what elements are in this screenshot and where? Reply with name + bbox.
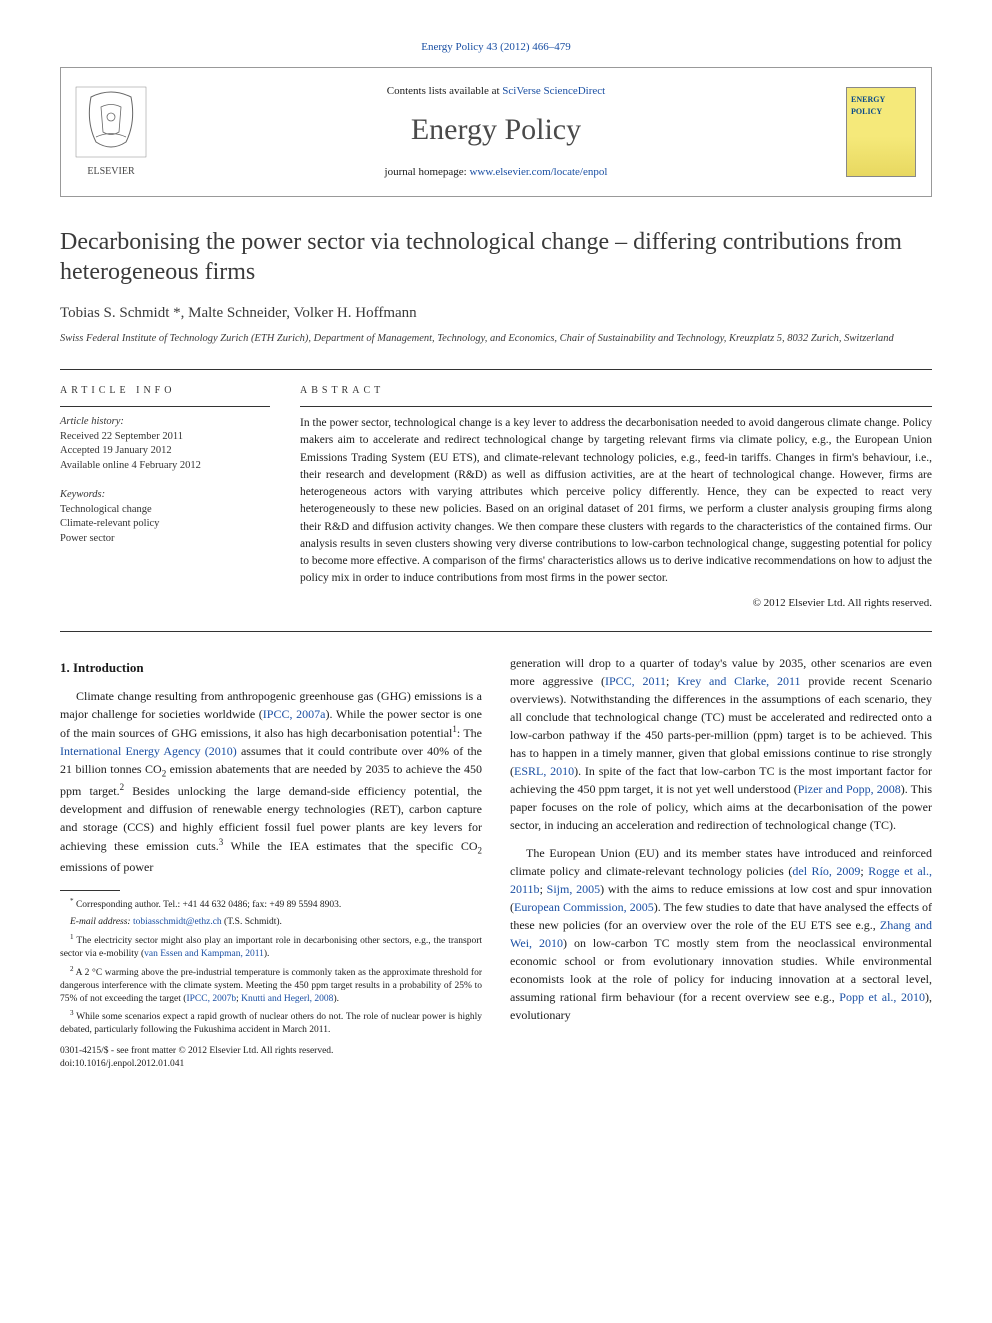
citation-header: Energy Policy 43 (2012) 466–479: [60, 40, 932, 55]
footnote-separator: [60, 890, 120, 891]
footnotes-block: * Corresponding author. Tel.: +41 44 632…: [60, 897, 482, 1037]
fn1-post: ).: [264, 949, 270, 959]
history-label: Article history:: [60, 416, 124, 427]
intro-para-3: The European Union (EU) and its member s…: [510, 844, 932, 1024]
corr-text: Corresponding author. Tel.: +41 44 632 0…: [74, 900, 342, 910]
ref-popp-link[interactable]: Popp et al., 2010: [839, 990, 925, 1004]
corresponding-author-footnote: * Corresponding author. Tel.: +41 44 632…: [60, 897, 482, 912]
masthead-center: Contents lists available at SciVerse Sci…: [161, 68, 831, 196]
elsevier-logo-icon: ELSEVIER: [71, 82, 151, 182]
article-info-column: article info Article history: Received 2…: [60, 384, 270, 611]
doi-block: 0301-4215/$ - see front matter © 2012 El…: [60, 1045, 482, 1071]
authors-line: Tobias S. Schmidt *, Malte Schneider, Vo…: [60, 303, 932, 324]
email-after: (T.S. Schmidt).: [222, 917, 282, 927]
p1-t7: While the IEA estimates that the specifi…: [223, 839, 477, 853]
front-matter-line: 0301-4215/$ - see front matter © 2012 El…: [60, 1045, 482, 1058]
fn3-text: While some scenarios expect a rapid grow…: [60, 1013, 482, 1036]
ref-ipcc-2007a-link[interactable]: IPCC, 2007a: [263, 707, 326, 721]
ref-krey-link[interactable]: Krey and Clarke, 2011: [677, 674, 800, 688]
ref-esrl-link[interactable]: ESRL, 2010: [514, 764, 574, 778]
info-abstract-row: article info Article history: Received 2…: [60, 384, 932, 611]
intro-para-2: generation will drop to a quarter of tod…: [510, 654, 932, 834]
homepage-prefix: journal homepage:: [385, 166, 470, 178]
keywords-label: Keywords:: [60, 489, 105, 500]
citation-link[interactable]: Energy Policy 43 (2012) 466–479: [421, 41, 571, 53]
publisher-logo-text: ELSEVIER: [87, 166, 135, 177]
email-label: E-mail address:: [70, 917, 133, 927]
journal-cover-container: ENERGY POLICY: [831, 68, 931, 196]
ref-ipcc-2011-link[interactable]: IPCC, 2011: [605, 674, 666, 688]
keyword-2: Climate-relevant policy: [60, 518, 159, 529]
abstract-text: In the power sector, technological chang…: [300, 415, 932, 588]
keyword-1: Technological change: [60, 504, 152, 515]
doi-line: doi:10.1016/j.enpol.2012.01.041: [60, 1058, 482, 1071]
abstract-rule: [300, 406, 932, 407]
publisher-logo-container: ELSEVIER: [61, 68, 161, 196]
co2-sub-2: 2: [478, 846, 483, 856]
intro-para-1: Climate change resulting from anthropoge…: [60, 687, 482, 876]
email-link[interactable]: tobiasschmidt@ethz.ch: [133, 917, 222, 927]
p1-t8: emissions of power: [60, 860, 153, 874]
abstract-copyright: © 2012 Elsevier Ltd. All rights reserved…: [300, 596, 932, 611]
section-1-heading: 1. Introduction: [60, 658, 482, 678]
footnote-1: 1 The electricity sector might also play…: [60, 933, 482, 961]
cover-title-text: ENERGY POLICY: [851, 95, 885, 115]
ref-ipcc-2007b-link[interactable]: IPCC, 2007b: [186, 994, 236, 1004]
p1-t3: : The: [457, 726, 482, 740]
history-online: Available online 4 February 2012: [60, 460, 201, 471]
abstract-column: abstract In the power sector, technologi…: [300, 384, 932, 611]
abstract-heading: abstract: [300, 384, 932, 398]
ref-pizer-link[interactable]: Pizer and Popp, 2008: [798, 782, 901, 796]
footnote-2: 2 A 2 °C warming above the pre-industria…: [60, 965, 482, 1006]
ref-del-rio-link[interactable]: del Río, 2009: [792, 864, 860, 878]
ref-knutti-link[interactable]: Knutti and Hegerl, 2008: [241, 994, 333, 1004]
p2-t3: provide recent Scenario overviews). Notw…: [510, 674, 932, 778]
history-accepted: Accepted 19 January 2012: [60, 445, 172, 456]
separator-rule: [60, 369, 932, 370]
journal-masthead: ELSEVIER Contents lists available at Sci…: [60, 67, 932, 197]
article-history-block: Article history: Received 22 September 2…: [60, 415, 270, 474]
article-info-heading: article info: [60, 384, 270, 398]
journal-cover-thumbnail: ENERGY POLICY: [846, 87, 916, 177]
journal-homepage-line: journal homepage: www.elsevier.com/locat…: [385, 165, 608, 180]
p2-t2: ;: [666, 674, 677, 688]
body-two-column: 1. Introduction Climate change resulting…: [60, 654, 932, 1071]
sciencedirect-link[interactable]: SciVerse ScienceDirect: [502, 85, 605, 97]
ref-iea-2010-link[interactable]: International Energy Agency (2010): [60, 744, 237, 758]
fn2-post: ).: [333, 994, 339, 1004]
p3-t3: ;: [540, 882, 547, 896]
ref-ec-2005-link[interactable]: European Commission, 2005: [514, 900, 654, 914]
contents-available-line: Contents lists available at SciVerse Sci…: [387, 84, 605, 99]
keywords-block: Keywords: Technological change Climate-r…: [60, 488, 270, 547]
keyword-3: Power sector: [60, 533, 115, 544]
fn1-pre: The electricity sector might also play a…: [60, 936, 482, 959]
history-received: Received 22 September 2011: [60, 431, 183, 442]
contents-prefix: Contents lists available at: [387, 85, 502, 97]
footnote-3: 3 While some scenarios expect a rapid gr…: [60, 1009, 482, 1037]
info-rule: [60, 406, 270, 407]
ref-van-essen-link[interactable]: van Essen and Kampman, 2011: [144, 949, 264, 959]
authors-text: Tobias S. Schmidt *, Malte Schneider, Vo…: [60, 305, 417, 321]
journal-title: Energy Policy: [411, 109, 581, 151]
affiliation: Swiss Federal Institute of Technology Zu…: [60, 332, 932, 347]
email-footnote: E-mail address: tobiasschmidt@ethz.ch (T…: [60, 916, 482, 929]
article-title: Decarbonising the power sector via techn…: [60, 227, 932, 287]
ref-sijm-link[interactable]: Sijm, 2005: [547, 882, 600, 896]
body-separator-rule: [60, 631, 932, 632]
journal-homepage-link[interactable]: www.elsevier.com/locate/enpol: [469, 166, 607, 178]
